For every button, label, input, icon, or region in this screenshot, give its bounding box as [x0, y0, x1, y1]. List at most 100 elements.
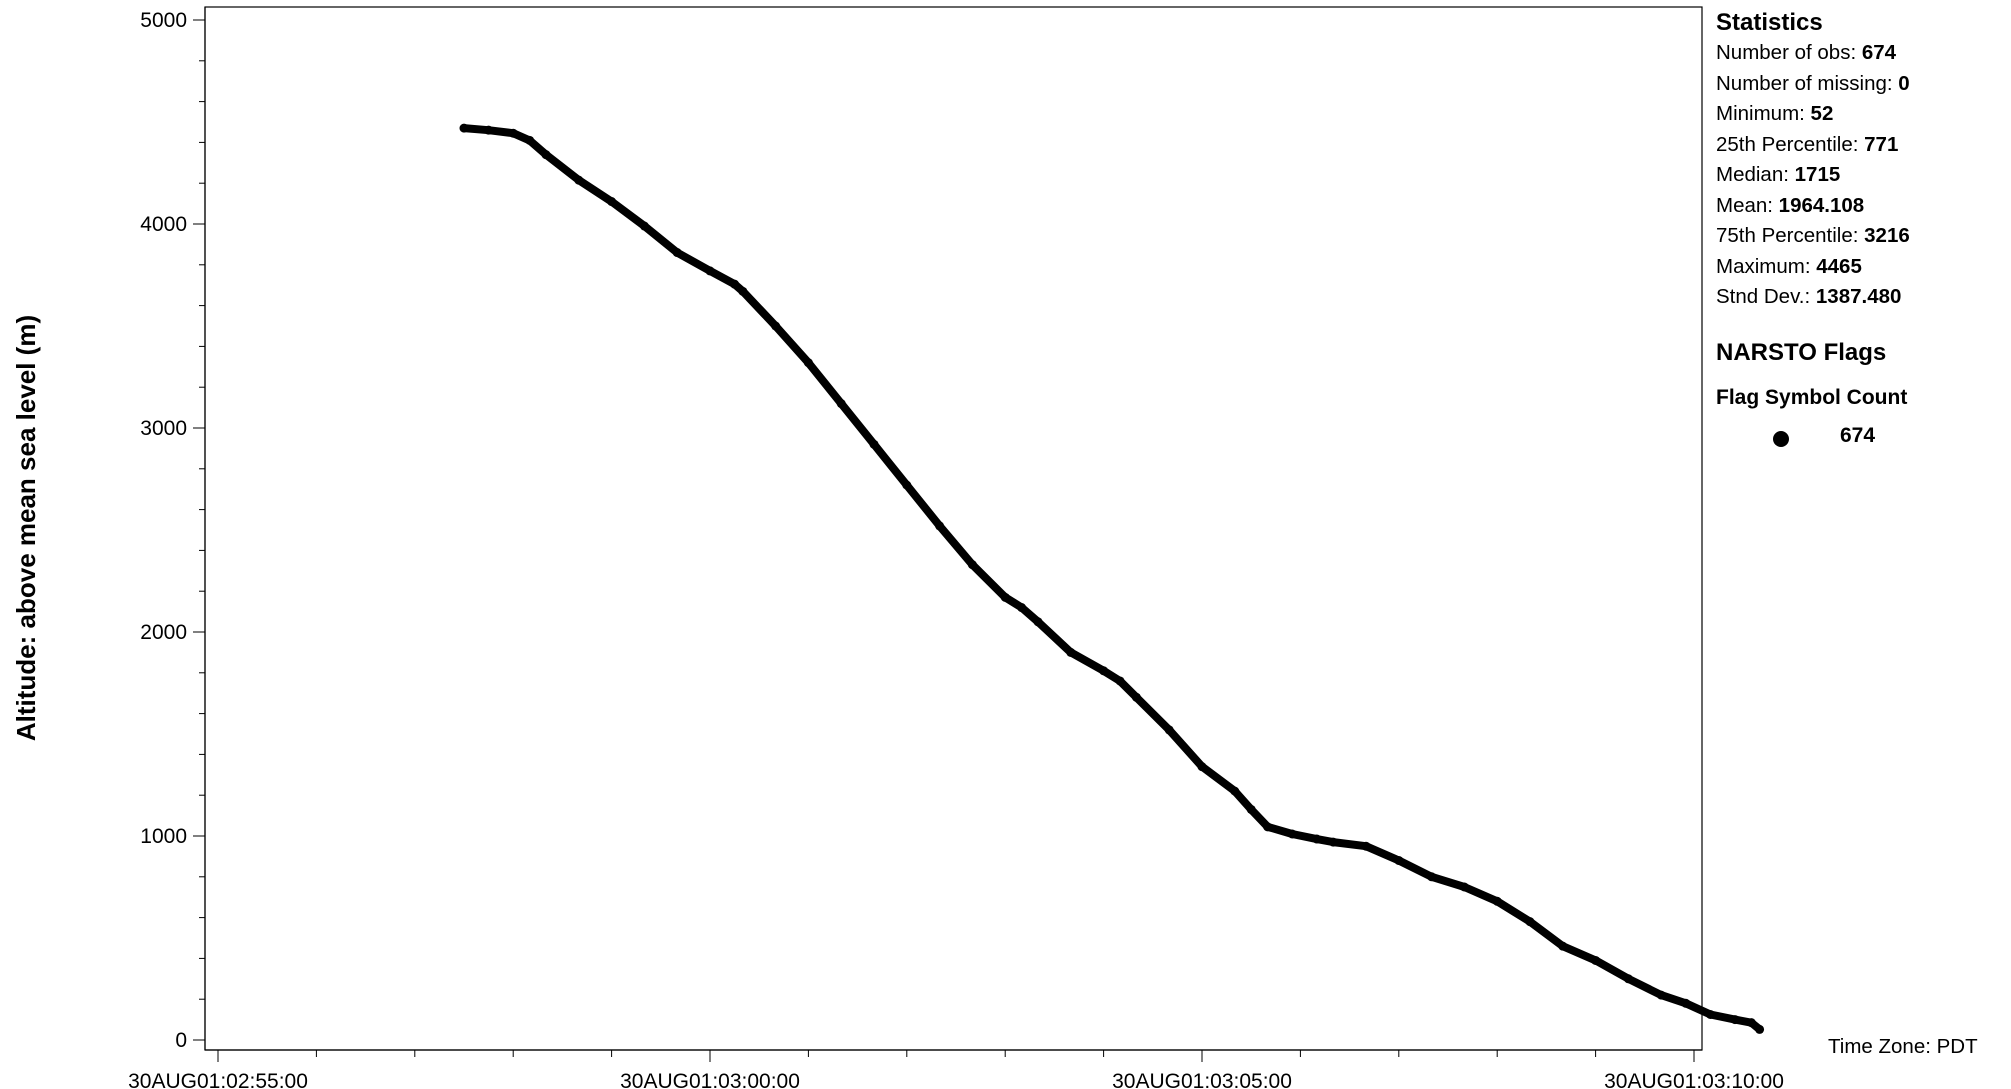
data-point	[1705, 1010, 1715, 1019]
y-axis-ticks: 0 1000 2000 3000 4000 5000	[140, 9, 205, 1052]
x-tick-label: 30AUG01:03:05:00	[1112, 1070, 1292, 1089]
statistic-value: 674	[1861, 41, 1897, 64]
flag-count: 674	[1840, 423, 1876, 447]
data-point	[1000, 592, 1010, 602]
data-point	[1755, 1024, 1765, 1034]
data-point	[1131, 692, 1141, 702]
statistic-row: Stnd Dev.: 1387.480	[1716, 282, 2001, 313]
data-point	[672, 248, 682, 258]
statistic-row: Number of missing: 0	[1716, 69, 2001, 100]
statistic-label: 75th Percentile:	[1716, 224, 1865, 247]
data-point	[1115, 676, 1125, 686]
data-point	[484, 125, 494, 135]
data-point	[1328, 837, 1338, 847]
x-axis-ticks: 30AUG01:02:55:00 30AUG01:03:00:00 30AUG01:…	[128, 1050, 1784, 1089]
data-point	[869, 439, 879, 449]
statistic-value: 1964.108	[1778, 193, 1865, 217]
y-tick-label: 0	[175, 1029, 187, 1052]
y-tick-label: 5000	[140, 9, 187, 32]
data-point	[508, 128, 518, 138]
data-point	[771, 321, 781, 331]
data-point	[1746, 1018, 1756, 1028]
data-point	[1230, 786, 1240, 796]
data-point	[574, 175, 584, 185]
statistic-value: 1715	[1794, 163, 1841, 186]
data-point	[902, 480, 912, 490]
statistic-value: 52	[1810, 102, 1834, 125]
data-point	[1558, 941, 1568, 951]
data-point	[1492, 896, 1502, 906]
flag-symbol-count-heading: Flag Symbol Count	[1716, 385, 1908, 409]
statistic-row: 25th Percentile: 771	[1716, 130, 2001, 161]
data-point	[1197, 762, 1207, 772]
series-line	[460, 124, 1764, 1034]
statistic-row: 75th Percentile: 3216	[1716, 221, 2001, 252]
data-point	[1656, 990, 1666, 1000]
filled-circle-icon	[1773, 430, 1789, 447]
data-point	[1066, 647, 1076, 657]
statistic-label: Minimum:	[1716, 102, 1811, 125]
statistic-row: Number of obs: 674	[1716, 38, 2001, 69]
statistic-value: 3216	[1864, 224, 1910, 247]
data-point	[1525, 917, 1535, 927]
data-point	[1312, 834, 1322, 844]
data-point	[1591, 955, 1601, 965]
statistic-row: Mean: 1964.108	[1716, 191, 2001, 222]
data-series	[459, 123, 1765, 1034]
data-point	[607, 197, 617, 207]
statistics-panel: Statistics Number of obs: 674 Number of m…	[1716, 8, 2001, 457]
data-point	[1623, 974, 1633, 984]
statistic-value: 0	[1898, 71, 1910, 95]
x-tick-label: 30AUG01:03:00:00	[620, 1070, 800, 1089]
data-point	[1246, 804, 1256, 814]
statistics-rows: Number of obs: 674 Number of missing: 0 Mi…	[1716, 38, 2001, 313]
statistic-value: 4465	[1816, 254, 1862, 278]
data-point	[525, 135, 535, 145]
data-point	[1681, 998, 1691, 1008]
flags-heading: NARSTO Flags	[1716, 338, 1887, 366]
flag-legend-row: 674	[1716, 417, 2001, 457]
data-point	[1263, 822, 1273, 832]
statistic-row: Minimum: 52	[1716, 99, 2001, 130]
data-point	[541, 150, 551, 160]
data-point	[1427, 872, 1437, 882]
data-point	[836, 399, 846, 409]
x-tick-label: 30AUG01:02:55:00	[128, 1070, 308, 1089]
data-point	[1361, 841, 1371, 851]
data-point	[730, 279, 740, 289]
data-point	[639, 221, 649, 231]
data-point	[1287, 829, 1297, 839]
statistics-heading: Statistics	[1716, 9, 1823, 36]
y-tick-label: 1000	[140, 825, 187, 848]
data-point	[1459, 882, 1469, 892]
data-point	[1730, 1015, 1740, 1025]
data-point	[967, 560, 977, 570]
data-point	[738, 286, 748, 296]
y-tick-label: 3000	[140, 417, 187, 440]
data-point	[803, 358, 813, 368]
statistic-label: 25th Percentile:	[1716, 132, 1865, 156]
x-tick-label: 30AUG01:03:10:00	[1604, 1070, 1784, 1089]
statistic-label: Number of missing:	[1716, 71, 1899, 95]
data-point	[1164, 725, 1174, 735]
y-tick-label: 4000	[140, 213, 187, 236]
data-point	[459, 123, 469, 133]
statistic-label: Mean:	[1716, 193, 1779, 217]
statistic-label: Stnd Dev.:	[1716, 285, 1816, 308]
timezone-note: Time Zone: PDT	[1828, 1035, 1978, 1058]
data-point	[1099, 666, 1109, 676]
y-axis-label: Altitude: above mean sea level (m)	[11, 315, 41, 741]
statistic-value: 1387.480	[1815, 285, 1902, 308]
data-point	[1017, 603, 1027, 613]
statistic-value: 771	[1864, 132, 1899, 156]
statistic-row: Maximum: 4465	[1716, 252, 2001, 283]
data-point	[705, 266, 715, 276]
y-tick-label: 2000	[140, 621, 187, 644]
statistic-label: Median:	[1716, 163, 1795, 186]
data-point	[1394, 855, 1404, 865]
statistic-label: Maximum:	[1716, 254, 1817, 278]
data-point	[935, 521, 945, 531]
data-point	[1033, 617, 1043, 627]
statistic-label: Number of obs:	[1716, 41, 1862, 64]
